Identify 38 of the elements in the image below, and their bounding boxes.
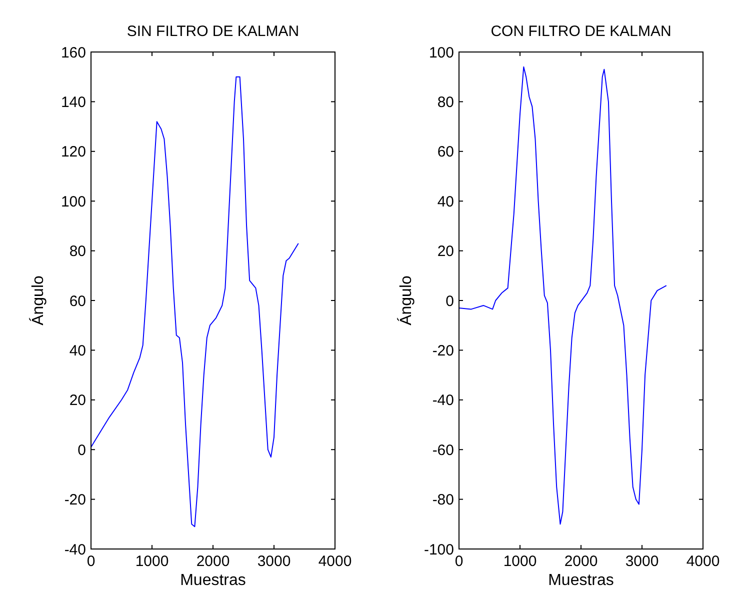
x-tick-label: 3000 — [625, 553, 659, 570]
y-tick-label: 100 — [60, 193, 86, 210]
y-tick-label: 80 — [437, 94, 454, 111]
x-tick-label: 3000 — [257, 553, 291, 570]
x-tick-label: 2000 — [564, 553, 598, 570]
y-tick-label: -40 — [64, 541, 86, 558]
y-tick-label: 80 — [69, 243, 86, 260]
y-tick-label: -20 — [64, 492, 86, 509]
y-tick-label: 0 — [78, 442, 86, 459]
x-tick-label: 2000 — [196, 553, 230, 570]
chart-title: SIN FILTRO DE KALMAN — [126, 23, 300, 40]
y-tick-label: 60 — [437, 144, 454, 161]
line-series — [90, 76, 299, 528]
y-tick-label: 0 — [446, 292, 454, 310]
y-tick-label: -100 — [424, 541, 454, 558]
y-axis-title: Ángulo — [397, 275, 415, 326]
y-tick-label: 60 — [69, 292, 86, 310]
y-tick-label: 20 — [437, 243, 454, 260]
line-series — [458, 66, 667, 525]
y-tick-label: -20 — [432, 342, 454, 360]
y-tick-label: 40 — [437, 193, 454, 210]
x-tick-label: 4000 — [686, 553, 720, 570]
x-tick-label: 4000 — [318, 553, 352, 570]
y-tick-label: -80 — [432, 492, 454, 509]
y-tick-label: 20 — [69, 392, 86, 410]
x-tick-label: 1000 — [135, 553, 169, 570]
y-tick-label: 120 — [60, 144, 86, 161]
y-tick-label: 40 — [69, 342, 86, 360]
x-axis-title: Muestras — [548, 572, 614, 589]
x-tick-label: 1000 — [503, 553, 537, 570]
y-tick-label: -40 — [432, 392, 454, 410]
chart-title: CON FILTRO DE KALMAN — [490, 23, 672, 40]
y-tick-label: 160 — [60, 44, 86, 62]
y-tick-label: 140 — [60, 94, 86, 111]
y-tick-label: 100 — [428, 44, 454, 62]
x-axis-title: Muestras — [180, 572, 246, 589]
y-axis-title: Ángulo — [29, 275, 47, 326]
y-tick-label: -60 — [432, 442, 454, 459]
